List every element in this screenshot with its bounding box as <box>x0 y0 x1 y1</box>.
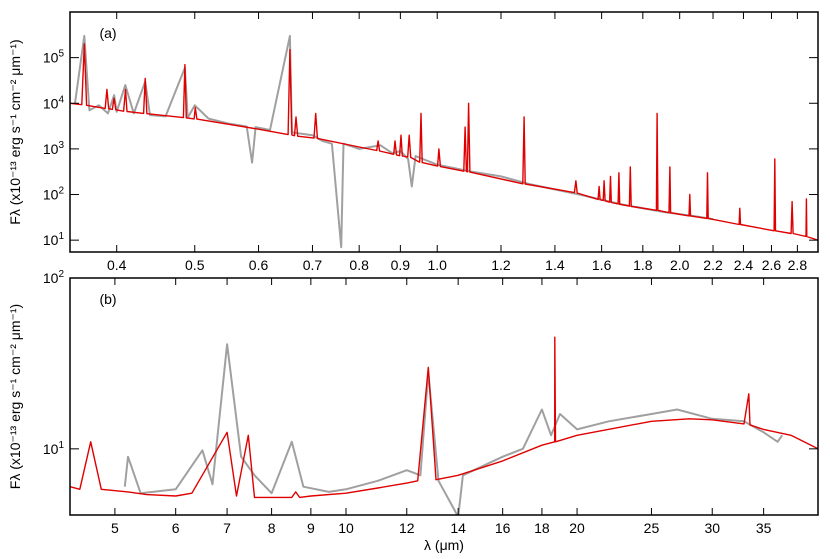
y-tick-base: 10 <box>43 441 59 457</box>
x-tick-label: 1.4 <box>545 257 565 273</box>
panel-label: (b) <box>99 291 116 307</box>
y-tick-base: 10 <box>43 187 59 203</box>
x-tick-label: 0.9 <box>391 257 411 273</box>
spectrum-line <box>70 336 818 499</box>
y-tick-label: 101 <box>43 231 65 248</box>
y-tick-base: 10 <box>43 95 59 111</box>
x-tick-label: 9 <box>307 520 315 536</box>
x-tick-label: 1.0 <box>427 257 447 273</box>
x-tick-label: 0.6 <box>249 257 269 273</box>
y-tick-label: 102 <box>43 269 65 286</box>
x-tick-label: 16 <box>495 520 511 536</box>
y-tick-label: 101 <box>43 440 65 457</box>
x-tick-label: 20 <box>569 520 585 536</box>
y-tick-exp: 1 <box>58 440 64 451</box>
x-tick-label: 2.8 <box>788 257 808 273</box>
y-tick-exp: 4 <box>58 94 64 105</box>
x-tick-label: 12 <box>399 520 415 536</box>
x-tick-label: 30 <box>704 520 720 536</box>
plot-area <box>70 336 818 515</box>
y-tick-label: 102 <box>43 186 65 203</box>
y-tick-exp: 2 <box>58 186 64 197</box>
y-tick-exp: 3 <box>58 140 64 151</box>
x-tick-label: 0.7 <box>303 257 323 273</box>
panel-label: (a) <box>99 25 116 41</box>
x-tick-label: 2.6 <box>762 257 782 273</box>
x-tick-label: 0.8 <box>349 257 369 273</box>
x-tick-label: 14 <box>450 520 466 536</box>
x-tick-label: 25 <box>644 520 660 536</box>
x-tick-label: 0.5 <box>185 257 205 273</box>
x-tick-label: 6 <box>172 520 180 536</box>
x-tick-label: 1.8 <box>633 257 653 273</box>
axes-frame <box>69 277 819 516</box>
y-tick-exp: 5 <box>58 49 64 60</box>
x-tick-label: 10 <box>338 520 354 536</box>
y-axis-label: Fλ (x10⁻¹³ erg s⁻¹ cm⁻² μm⁻¹) <box>7 39 23 224</box>
x-tick-label: 7 <box>223 520 231 536</box>
y-tick-label: 104 <box>43 94 65 111</box>
x-tick-label: 5 <box>111 520 119 536</box>
y-tick-label: 105 <box>43 49 65 66</box>
y-tick-base: 10 <box>43 141 59 157</box>
x-tick-label: 8 <box>268 520 276 536</box>
x-tick-label: 1.2 <box>491 257 511 273</box>
y-tick-base: 10 <box>43 270 59 286</box>
x-tick-label: 0.4 <box>107 257 127 273</box>
x-tick-label: 1.6 <box>592 257 612 273</box>
spectrum-line <box>74 34 714 249</box>
x-tick-label: 2.0 <box>670 257 690 273</box>
plot-area <box>70 34 818 249</box>
x-tick-label: 35 <box>756 520 772 536</box>
y-axis-label: Fλ (x10⁻¹³ erg s⁻¹ cm⁻² μm⁻¹) <box>7 304 23 489</box>
y-tick-base: 10 <box>43 232 59 248</box>
axes-frame <box>69 11 819 253</box>
y-tick-exp: 1 <box>58 231 64 242</box>
y-tick-exp: 2 <box>58 269 64 280</box>
spectrum-line <box>70 43 818 241</box>
y-tick-label: 103 <box>43 140 65 157</box>
x-tick-label: 2.4 <box>734 257 754 273</box>
y-tick-base: 10 <box>43 50 59 66</box>
x-tick-label: 2.2 <box>703 257 723 273</box>
x-tick-label: 18 <box>534 520 550 536</box>
spectrum-line <box>123 343 784 515</box>
x-axis-label: λ (μm) <box>424 537 464 553</box>
